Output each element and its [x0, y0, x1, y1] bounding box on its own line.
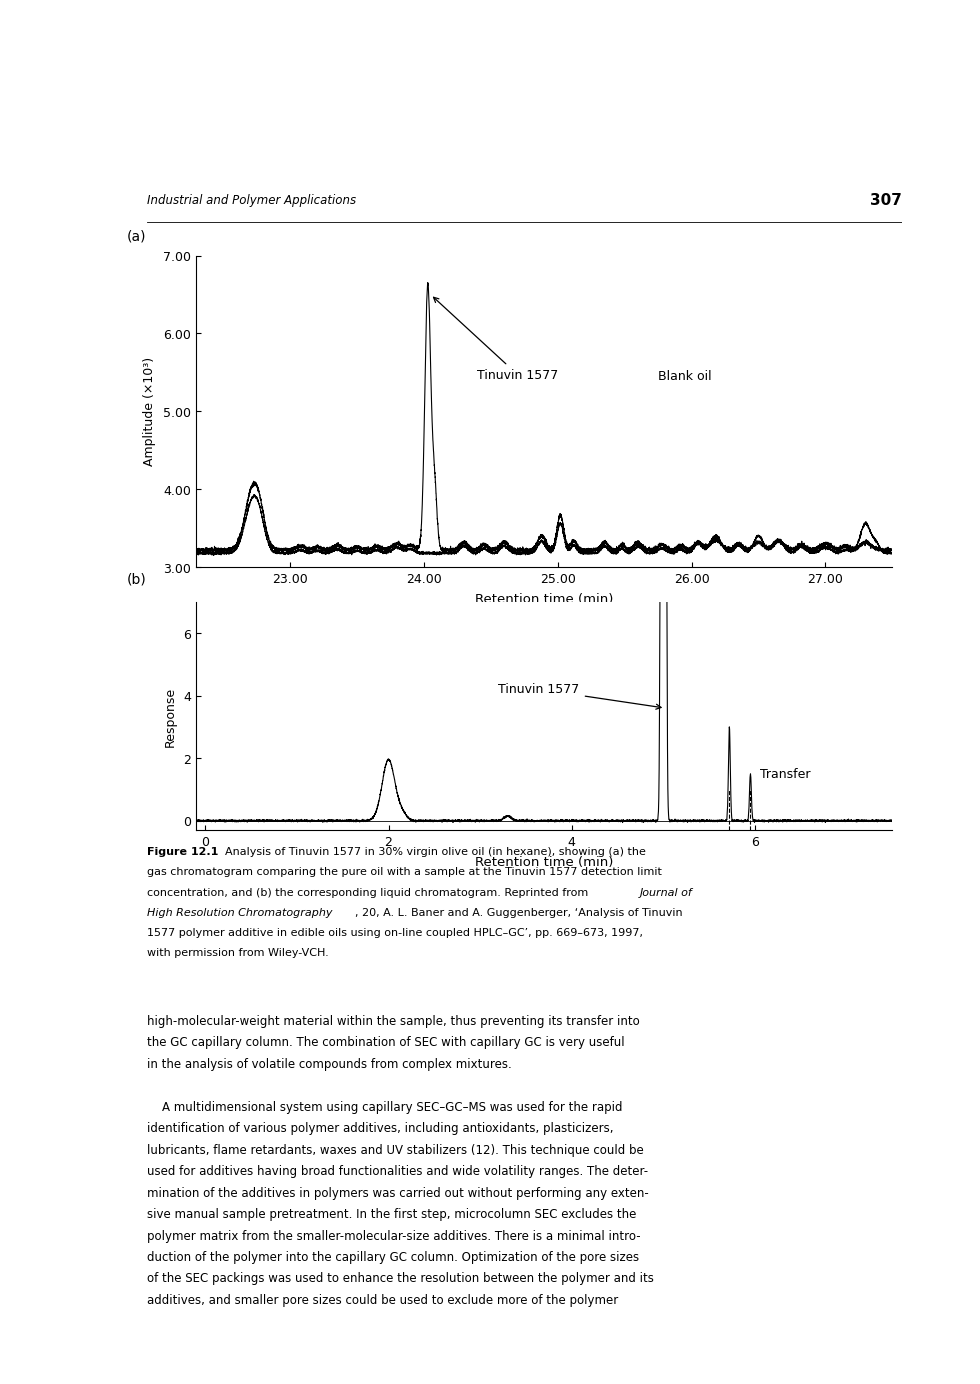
Text: mination of the additives in polymers was carried out without performing any ext: mination of the additives in polymers wa…: [147, 1186, 649, 1199]
Text: additives, and smaller pore sizes could be used to exclude more of the polymer: additives, and smaller pore sizes could …: [147, 1294, 618, 1306]
Text: (a): (a): [126, 230, 146, 244]
Text: sive manual sample pretreatment. In the first step, microcolumn SEC excludes the: sive manual sample pretreatment. In the …: [147, 1208, 636, 1221]
Text: Industrial and Polymer Applications: Industrial and Polymer Applications: [147, 194, 356, 206]
Text: , ​20, A. L. Baner and A. Guggenberger, ‘Analysis of Tinuvin: , ​20, A. L. Baner and A. Guggenberger, …: [355, 908, 682, 918]
Text: the GC capillary column. The combination of SEC with capillary GC is very useful: the GC capillary column. The combination…: [147, 1035, 624, 1049]
Text: Blank oil: Blank oil: [658, 370, 711, 383]
Text: Tinuvin 1577: Tinuvin 1577: [433, 298, 559, 382]
X-axis label: Retention time (min): Retention time (min): [474, 855, 613, 868]
Y-axis label: Response: Response: [164, 686, 176, 746]
Text: Journal of: Journal of: [639, 887, 692, 897]
X-axis label: Retention time (min): Retention time (min): [474, 592, 613, 605]
Text: Analysis of Tinuvin 1577 in 30% virgin olive oil (in hexane), showing (a) the: Analysis of Tinuvin 1577 in 30% virgin o…: [218, 847, 645, 857]
Text: lubricants, flame retardants, waxes and UV stabilizers (12). This technique coul: lubricants, flame retardants, waxes and …: [147, 1143, 644, 1156]
Text: Figure 12.1: Figure 12.1: [147, 847, 219, 857]
Text: polymer matrix from the smaller-molecular-size additives. There is a minimal int: polymer matrix from the smaller-molecula…: [147, 1229, 640, 1241]
Text: with permission from Wiley-VCH.: with permission from Wiley-VCH.: [147, 948, 328, 958]
Text: identification of various polymer additives, including antioxidants, plasticizer: identification of various polymer additi…: [147, 1122, 613, 1135]
Text: (b): (b): [126, 572, 146, 585]
Text: used for additives having broad functionalities and wide volatility ranges. The : used for additives having broad function…: [147, 1165, 648, 1178]
Text: duction of the polymer into the capillary GC column. Optimization of the pore si: duction of the polymer into the capillar…: [147, 1251, 639, 1264]
Text: 307: 307: [869, 192, 902, 208]
Text: high-molecular-weight material within the sample, thus preventing its transfer i: high-molecular-weight material within th…: [147, 1014, 639, 1027]
Text: 1577 polymer additive in edible oils using on-line coupled HPLC–GC’, pp. 669–673: 1577 polymer additive in edible oils usi…: [147, 927, 643, 937]
Text: Tinuvin 1577: Tinuvin 1577: [498, 684, 661, 710]
Text: gas chromatogram comparing the pure oil with a sample at the Tinuvin 1577 detect: gas chromatogram comparing the pure oil …: [147, 866, 662, 877]
Text: in the analysis of volatile compounds from complex mixtures.: in the analysis of volatile compounds fr…: [147, 1057, 512, 1070]
Text: concentration, and (b) the corresponding liquid chromatogram. Reprinted from: concentration, and (b) the corresponding…: [147, 887, 591, 897]
Text: Transfer: Transfer: [760, 768, 809, 781]
Text: A multidimensional system using capillary SEC–GC–MS was used for the rapid: A multidimensional system using capillar…: [147, 1100, 622, 1113]
Y-axis label: Amplitude (×10³): Amplitude (×10³): [143, 357, 156, 466]
Text: High Resolution Chromatography: High Resolution Chromatography: [147, 908, 332, 918]
Text: of the SEC packings was used to enhance the resolution between the polymer and i: of the SEC packings was used to enhance …: [147, 1272, 654, 1284]
